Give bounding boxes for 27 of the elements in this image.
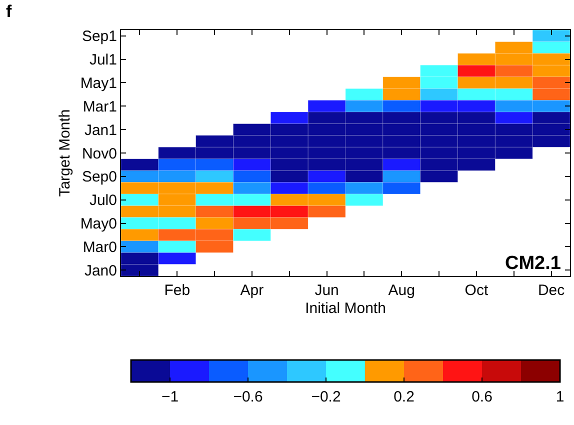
y-tick-label: Jul1 xyxy=(89,52,117,69)
x-tick-label: Dec xyxy=(538,282,566,299)
x-tick-label: Oct xyxy=(464,282,489,299)
x-tick-label: Jun xyxy=(314,282,339,299)
color-bar-label: −1 xyxy=(161,388,179,406)
color-bar-label: 1 xyxy=(556,388,564,406)
text: f xyxy=(6,2,12,21)
color-bar-label: 0.6 xyxy=(472,388,492,406)
y-tick-label: Sep0 xyxy=(82,168,117,186)
y-tick-label: Mar0 xyxy=(82,238,117,256)
y-tick-label: May0 xyxy=(80,216,117,233)
y-tick-label: Jan1 xyxy=(84,122,117,139)
x-tick-label: Feb xyxy=(164,282,190,299)
y-tick-label: May1 xyxy=(80,74,117,92)
color-bar-label: −0.6 xyxy=(233,388,263,406)
y-tick-label: Mar1 xyxy=(82,98,117,116)
color-bar-label: −0.2 xyxy=(311,388,341,406)
x-axis-title: Initial Month xyxy=(305,300,386,317)
x-tick-label: Apr xyxy=(240,282,264,299)
y-tick-label: Nov0 xyxy=(82,145,117,162)
x-tick-label: Aug xyxy=(388,282,415,299)
annotation: CM2.1 xyxy=(505,253,562,274)
y-tick-label: Jul0 xyxy=(89,192,117,210)
y-axis-title: Target Month xyxy=(56,109,74,197)
color-bar-label: 0.2 xyxy=(394,388,414,406)
y-tick-label: Sep1 xyxy=(82,28,117,46)
y-tick-label: Jan0 xyxy=(84,262,117,280)
